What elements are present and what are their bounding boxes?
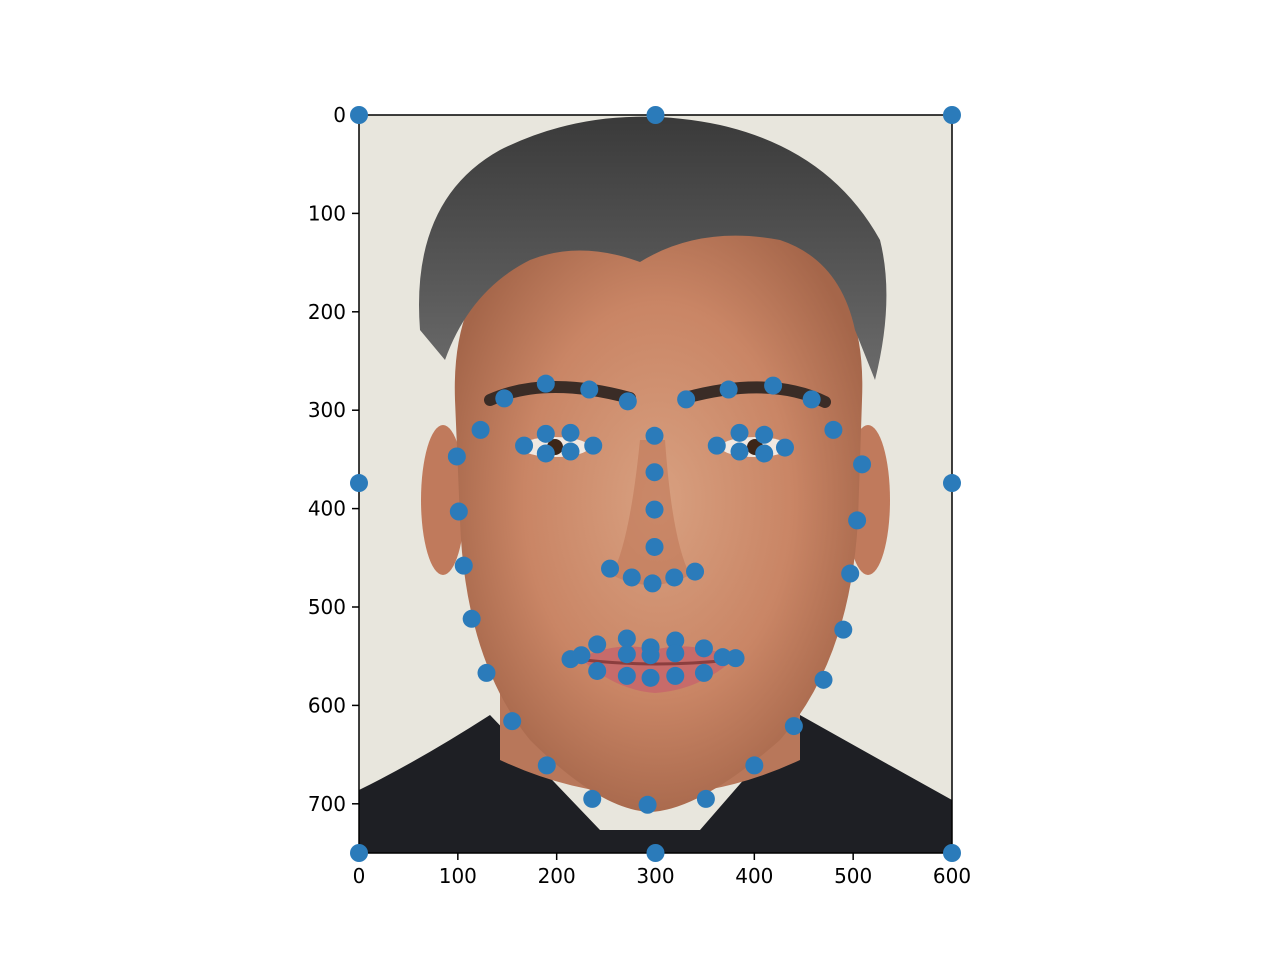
landmark-point <box>645 500 664 519</box>
y-tick-label: 700 <box>308 792 346 816</box>
landmark-point <box>646 106 665 124</box>
landmark-point <box>943 474 961 493</box>
landmark-point <box>745 756 764 775</box>
landmark-point <box>943 844 961 862</box>
landmark-point <box>696 789 715 808</box>
y-tick-label: 0 <box>333 103 346 127</box>
x-axis: 0 100 200 300 400 500 600 <box>353 853 971 888</box>
y-axis: 0 100 200 300 400 500 600 700 <box>308 103 359 816</box>
landmark-point <box>350 106 368 124</box>
landmark-point <box>755 425 774 444</box>
landmark-point <box>462 609 481 628</box>
landmark-point <box>713 648 732 667</box>
landmark-point <box>471 420 490 439</box>
landmark-point <box>853 455 872 474</box>
landmark-point <box>583 789 602 808</box>
landmark-point <box>646 844 665 862</box>
landmark-point <box>677 390 696 409</box>
landmark-point <box>764 376 783 395</box>
x-tick-label: 0 <box>353 864 366 888</box>
landmark-point <box>588 661 607 680</box>
landmark-point <box>665 568 684 587</box>
landmark-point <box>643 574 662 593</box>
landmark-point <box>784 717 803 736</box>
landmark-point <box>686 562 705 581</box>
landmark-point <box>561 442 580 461</box>
x-tick-label: 400 <box>735 864 773 888</box>
landmark-point <box>645 537 664 556</box>
landmark-point <box>536 424 555 443</box>
x-tick-label: 600 <box>933 864 971 888</box>
landmark-point <box>694 639 713 658</box>
landmark-point <box>601 559 620 578</box>
landmark-point <box>775 438 794 457</box>
scatter-series <box>350 106 961 862</box>
landmark-point <box>666 644 685 663</box>
y-tick-label: 300 <box>308 398 346 422</box>
landmark-point <box>694 663 713 682</box>
face-photo <box>359 115 952 853</box>
landmark-point <box>848 511 867 530</box>
landmark-point <box>454 556 473 575</box>
y-tick-label: 500 <box>308 595 346 619</box>
landmark-point <box>641 646 660 665</box>
landmark-point <box>814 670 833 689</box>
y-tick-label: 100 <box>308 201 346 225</box>
landmark-point <box>707 436 726 455</box>
landmark-point <box>617 629 636 648</box>
x-tick-label: 200 <box>538 864 576 888</box>
landmark-point <box>537 756 556 775</box>
landmark-point <box>666 666 685 685</box>
landmark-point <box>666 631 685 650</box>
landmark-point <box>536 444 555 463</box>
landmark-point <box>726 649 745 668</box>
landmark-point <box>617 645 636 664</box>
landmark-point <box>641 668 660 687</box>
x-tick-label: 500 <box>834 864 872 888</box>
landmark-point <box>350 474 368 493</box>
landmark-point <box>495 389 514 408</box>
y-tick-label: 200 <box>308 300 346 324</box>
landmark-point <box>638 795 657 814</box>
landmark-point <box>561 423 580 442</box>
landmark-point <box>824 420 843 439</box>
landmark-point <box>536 374 555 393</box>
landmark-point <box>572 646 591 665</box>
y-tick-label: 400 <box>308 497 346 521</box>
landmark-point <box>719 380 738 399</box>
landmark-point <box>617 666 636 685</box>
landmark-point <box>350 844 368 862</box>
landmark-point <box>841 564 860 583</box>
landmark-point <box>645 463 664 482</box>
landmark-point <box>943 106 961 124</box>
landmark-point <box>584 436 603 455</box>
landmark-point <box>730 442 749 461</box>
landmark-point <box>588 635 607 654</box>
landmark-point <box>645 426 664 445</box>
landmark-point <box>622 568 641 587</box>
x-tick-label: 300 <box>636 864 674 888</box>
landmark-point <box>449 502 468 521</box>
y-tick-label: 600 <box>308 693 346 717</box>
landmark-point <box>618 392 637 411</box>
landmark-point <box>515 436 534 455</box>
landmark-point <box>730 423 749 442</box>
landmark-point <box>447 447 466 466</box>
landmark-point <box>477 663 496 682</box>
x-tick-label: 100 <box>439 864 477 888</box>
landmark-point <box>755 444 774 463</box>
landmark-point <box>834 620 853 639</box>
landmark-point <box>503 712 522 731</box>
landmark-point <box>802 390 821 409</box>
landmark-point <box>580 380 599 399</box>
